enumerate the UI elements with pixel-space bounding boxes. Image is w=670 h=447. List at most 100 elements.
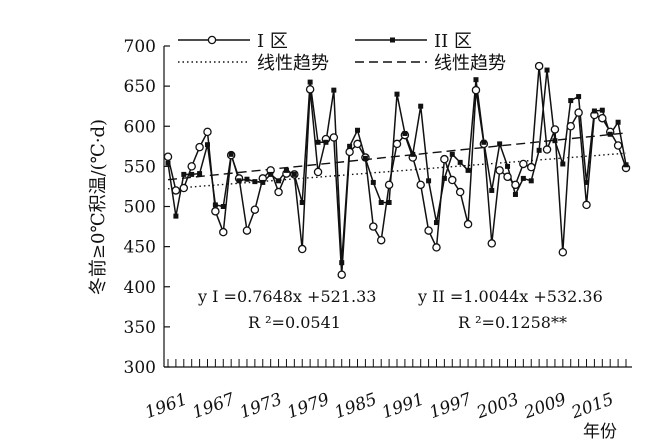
r2-zone2: R ²=0.1258** [458, 313, 567, 332]
series-1-point [163, 152, 173, 161]
series-1-point [463, 219, 473, 229]
series-2-point [228, 151, 234, 157]
y-axis-label: 冬前≥0℃积温/(℃·d) [88, 119, 109, 295]
series-1-point [613, 141, 623, 150]
series-2-point [204, 142, 210, 148]
series-1-point [519, 159, 528, 169]
series-2-point [599, 107, 605, 113]
x-tick-label: 1967 [190, 389, 238, 423]
y-ticks: 300 350 400 450 500 550 600 650 700 [124, 37, 170, 378]
series-2-point [560, 161, 566, 167]
series-1-point [337, 270, 346, 279]
series-2-point [291, 171, 297, 177]
series-2-point [584, 179, 590, 185]
series-2-point [386, 199, 392, 205]
series-2-point [433, 220, 439, 226]
series-2-point [512, 191, 518, 197]
series-1-point [526, 162, 536, 172]
x-tick-label: 2015 [568, 390, 616, 424]
series-1-point [558, 247, 568, 257]
series-2-point [489, 187, 495, 193]
series-1-point [471, 85, 481, 95]
series-2-point [473, 77, 479, 83]
x-tick-label: 2009 [521, 389, 570, 423]
y-tick-label: 350 [124, 318, 156, 338]
series-2-point [236, 178, 242, 184]
series-1-point [195, 142, 204, 152]
series-2-point [323, 139, 329, 145]
series-2-point [378, 199, 384, 205]
series-2-point [441, 175, 447, 181]
series-2-point [418, 103, 424, 109]
series-1-point [566, 122, 575, 131]
series-2-point [426, 178, 432, 184]
series-1-point [416, 180, 425, 190]
legend: I 区 II 区 线性趋势 线性趋势 [178, 31, 506, 74]
x-tick-label: 2003 [473, 390, 521, 424]
series-2-point [173, 213, 179, 219]
x-ticks: 1961 1967 1973 1979 1985 1991 1997 2003 2009 2015 [143, 359, 627, 424]
series-2-point [615, 119, 621, 125]
series-1-point [171, 186, 181, 195]
y-tick-label: 650 [124, 77, 156, 97]
series-1-point [313, 167, 323, 177]
series-1-point [242, 226, 252, 235]
series-2-point [402, 130, 408, 136]
series-1-point [369, 222, 378, 231]
r2-zone1: R ²=0.0541 [248, 313, 341, 332]
series-2-point [252, 179, 258, 185]
data-series [163, 61, 631, 279]
legend-s1-label: I 区 [257, 31, 288, 52]
trend-line-1 [167, 152, 627, 190]
series-2-point [552, 138, 558, 144]
series-2-point [362, 155, 368, 161]
series-2-point [347, 143, 353, 149]
series-1-point [297, 244, 307, 254]
series-2-point [536, 147, 542, 153]
series-1-point [274, 187, 283, 197]
series-2-point [181, 171, 187, 177]
series-1-point [598, 113, 607, 123]
series-2-point [576, 94, 582, 100]
series-2-point [212, 202, 218, 208]
series-2-point [568, 98, 574, 104]
x-axis-label: 年份 [583, 422, 617, 442]
x-tick-label: 1991 [379, 390, 426, 424]
series-2-point [331, 87, 337, 93]
series-2-point [165, 160, 171, 166]
series-1-point [511, 180, 520, 190]
series-1-point [448, 175, 457, 185]
equation-zone2: y II =1.0044x +532.36 [417, 287, 603, 306]
legend-s1-marker [207, 35, 217, 45]
series-2-point [591, 108, 597, 114]
series-2-point [497, 141, 503, 147]
y-tick-label: 600 [124, 117, 156, 137]
x-tick-label: 1973 [237, 390, 284, 424]
series-2-point [268, 171, 274, 177]
series-1-point [550, 125, 560, 134]
series-2-point [528, 178, 534, 184]
y-tick-label: 500 [124, 198, 156, 218]
series-1-point [503, 172, 512, 182]
series-2-point [260, 179, 266, 185]
series-2-point [410, 151, 416, 157]
series-2-point [307, 79, 313, 85]
series-2-point [220, 204, 226, 209]
series-2-point [457, 159, 463, 165]
series-2-point [197, 171, 203, 177]
series-2-point [449, 151, 455, 157]
y-tick-label: 700 [124, 37, 156, 57]
series-1-point [534, 61, 544, 71]
x-tick-label: 1985 [332, 390, 379, 424]
series-1-point [187, 162, 196, 171]
series-2-point [299, 199, 305, 205]
series-1-point [203, 127, 212, 137]
series-1-point [384, 180, 394, 190]
series-1-point [392, 139, 402, 149]
series-1-point [345, 147, 354, 157]
series-2-point [370, 179, 376, 185]
series-1-point [487, 239, 497, 248]
series-1-point [424, 226, 433, 235]
series-2-point [283, 167, 289, 173]
